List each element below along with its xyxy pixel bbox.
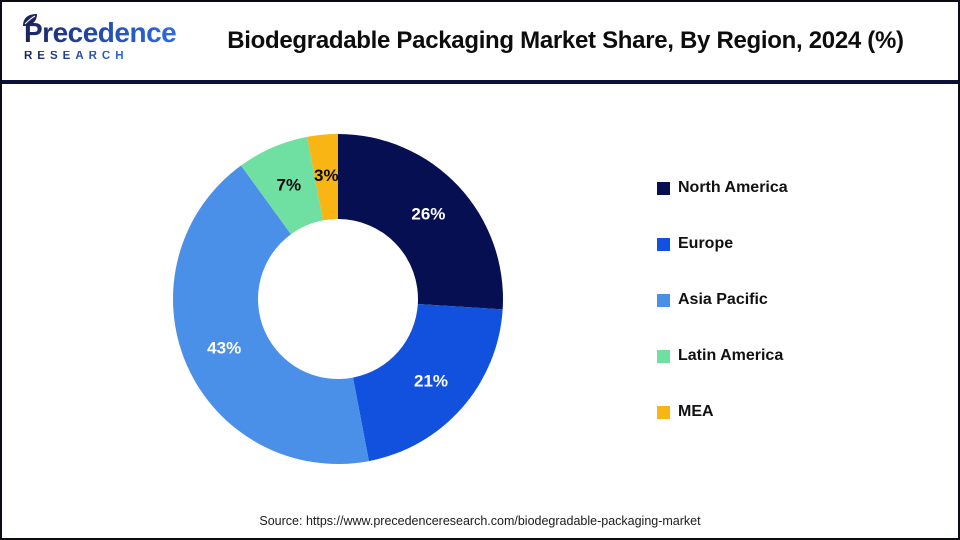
pie-slice-asia-pacific [172, 165, 369, 465]
legend-swatch-mea [657, 405, 670, 419]
pie-slice-mea [307, 134, 338, 221]
slice-label-asia-pacific: 43% [207, 339, 241, 358]
footer: Source: https://www.precedenceresearch.c… [2, 512, 958, 530]
legend-item-asia-pacific: Asia Pacific [657, 288, 788, 312]
legend-swatch-latin-america [657, 349, 670, 363]
donut-chart: 26% 21% 43% 7% 3% [172, 134, 503, 465]
logo-sub-text: RESEARCH [24, 50, 129, 62]
logo-brand-text: Precedence [24, 17, 177, 48]
legend-label-mea: MEA [678, 403, 714, 420]
legend-swatch-north-america [657, 181, 670, 195]
pie-slice-north-america [338, 134, 503, 310]
header: Precedence RESEARCH Biodegradable Packag… [2, 2, 958, 80]
legend-label-latin-america: Latin America [678, 347, 784, 364]
legend-item-latin-america: Latin America [657, 344, 788, 368]
pie-slice-europe [352, 304, 503, 462]
page-title: Biodegradable Packaging Market Share, By… [227, 27, 904, 54]
header-divider [2, 80, 958, 84]
legend-swatch-asia-pacific [657, 293, 670, 307]
chart-area: 26% 21% 43% 7% 3% North America Europe Asia Pa… [2, 84, 958, 538]
chart-legend: North America Europe Asia Pacific Latin Ame… [657, 84, 788, 424]
slice-label-mea: 3% [314, 166, 339, 185]
slice-label-north-america: 26% [411, 205, 445, 224]
legend-label-north-america: North America [678, 179, 788, 196]
legend-item-europe: Europe [657, 232, 788, 256]
legend-item-mea: MEA [657, 400, 788, 424]
pie-slice-latin-america [241, 136, 324, 235]
slice-label-latin-america: 7% [277, 176, 302, 195]
precedence-logo: Precedence RESEARCH [2, 14, 187, 63]
legend-swatch-europe [657, 237, 670, 251]
legend-label-europe: Europe [678, 235, 734, 252]
source-text: Source: https://www.precedenceresearch.c… [259, 514, 701, 528]
legend-label-asia-pacific: Asia Pacific [678, 291, 768, 308]
legend-item-north-america: North America [657, 176, 788, 200]
slice-label-europe: 21% [414, 372, 448, 391]
leaf-icon [23, 14, 37, 26]
